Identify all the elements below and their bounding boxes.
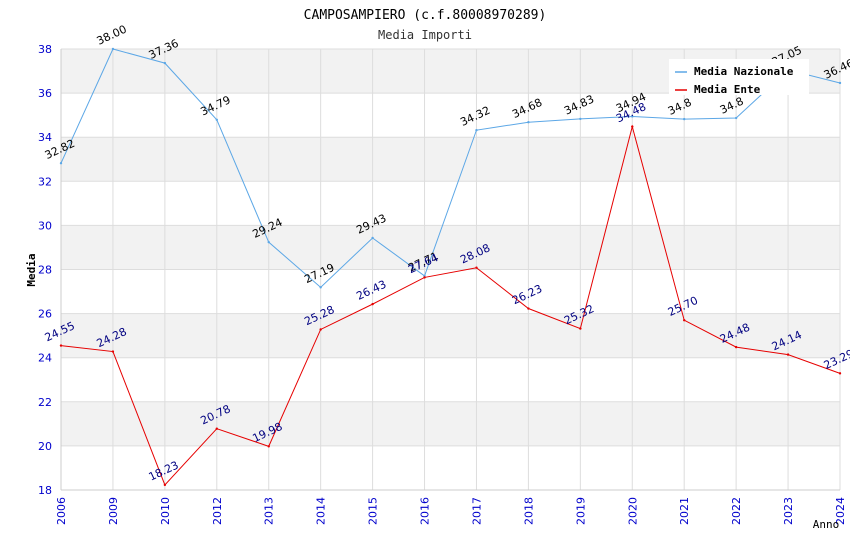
grid-band bbox=[61, 358, 840, 402]
y-tick-label: 20 bbox=[38, 440, 52, 453]
y-tick-label: 32 bbox=[38, 175, 52, 188]
data-point bbox=[735, 346, 737, 348]
x-tick-label: 2021 bbox=[678, 497, 691, 525]
x-tick-label: 2017 bbox=[470, 497, 483, 525]
data-point bbox=[579, 327, 581, 329]
data-point bbox=[683, 118, 685, 120]
data-point bbox=[683, 319, 685, 321]
data-point bbox=[839, 82, 841, 84]
line-chart: 1820222426283032343638 2006 2009 2010 2012 2… bbox=[0, 0, 850, 550]
data-point bbox=[527, 307, 529, 309]
legend-label-ente: Media Ente bbox=[694, 83, 761, 96]
x-tick-label: 2023 bbox=[782, 497, 795, 525]
y-tick-label: 36 bbox=[38, 87, 52, 100]
data-point bbox=[112, 350, 114, 352]
data-point bbox=[164, 62, 166, 64]
legend: Media Nazionale Media Ente bbox=[669, 59, 809, 96]
legend-label-nazionale: Media Nazionale bbox=[694, 65, 794, 78]
grid-band bbox=[61, 270, 840, 314]
x-tick-label: 2013 bbox=[263, 497, 276, 525]
y-tick-label: 26 bbox=[38, 308, 52, 321]
data-point bbox=[631, 125, 633, 127]
x-tick-label: 2012 bbox=[211, 497, 224, 525]
data-point bbox=[475, 129, 477, 131]
data-point bbox=[60, 344, 62, 346]
data-point bbox=[475, 267, 477, 269]
chart-title: CAMPOSAMPIERO (c.f.80008970289) bbox=[304, 8, 547, 23]
x-tick-labels: 2006 2009 2010 2012 2013 2014 2015 2016 2017 2018… bbox=[55, 497, 847, 525]
data-point bbox=[579, 118, 581, 120]
data-point bbox=[735, 117, 737, 119]
x-tick-label: 2018 bbox=[522, 497, 535, 525]
x-tick-label: 2020 bbox=[626, 497, 639, 525]
y-tick-label: 30 bbox=[38, 219, 52, 232]
y-axis-label: Media bbox=[25, 253, 38, 286]
grid-band bbox=[61, 225, 840, 269]
grid-band bbox=[61, 137, 840, 181]
x-tick-label: 2006 bbox=[55, 497, 68, 525]
data-point bbox=[164, 484, 166, 486]
x-tick-label: 2014 bbox=[315, 497, 328, 525]
data-point bbox=[423, 276, 425, 278]
data-point bbox=[371, 237, 373, 239]
data-point bbox=[527, 121, 529, 123]
x-tick-label: 2010 bbox=[159, 497, 172, 525]
data-point bbox=[787, 353, 789, 355]
data-point bbox=[371, 303, 373, 305]
x-tick-label: 2009 bbox=[107, 497, 120, 525]
data-point bbox=[268, 241, 270, 243]
data-point bbox=[268, 445, 270, 447]
data-label: 38.00 bbox=[95, 23, 129, 48]
x-axis-label: Anno bbox=[813, 518, 840, 531]
data-point bbox=[60, 162, 62, 164]
data-point bbox=[216, 428, 218, 430]
x-tick-label: 2019 bbox=[574, 497, 587, 525]
data-point bbox=[112, 48, 114, 50]
x-tick-label: 2022 bbox=[730, 497, 743, 525]
y-tick-label: 28 bbox=[38, 264, 52, 277]
grid-band bbox=[61, 402, 840, 446]
data-point bbox=[216, 119, 218, 121]
y-tick-labels: 18 20 22 24 26 28 30 32 34 36 38 bbox=[38, 43, 52, 497]
x-tick-label: 2016 bbox=[419, 497, 432, 525]
chart-subtitle: Media Importi bbox=[378, 28, 472, 42]
x-tick-label: 2015 bbox=[367, 497, 380, 525]
y-tick-label: 22 bbox=[38, 396, 52, 409]
data-point bbox=[839, 372, 841, 374]
y-tick-label: 38 bbox=[38, 43, 52, 56]
y-tick-label: 34 bbox=[38, 131, 52, 144]
data-point bbox=[319, 286, 321, 288]
y-tick-label: 24 bbox=[38, 352, 52, 365]
data-point bbox=[319, 328, 321, 330]
y-tick-label: 18 bbox=[38, 484, 52, 497]
